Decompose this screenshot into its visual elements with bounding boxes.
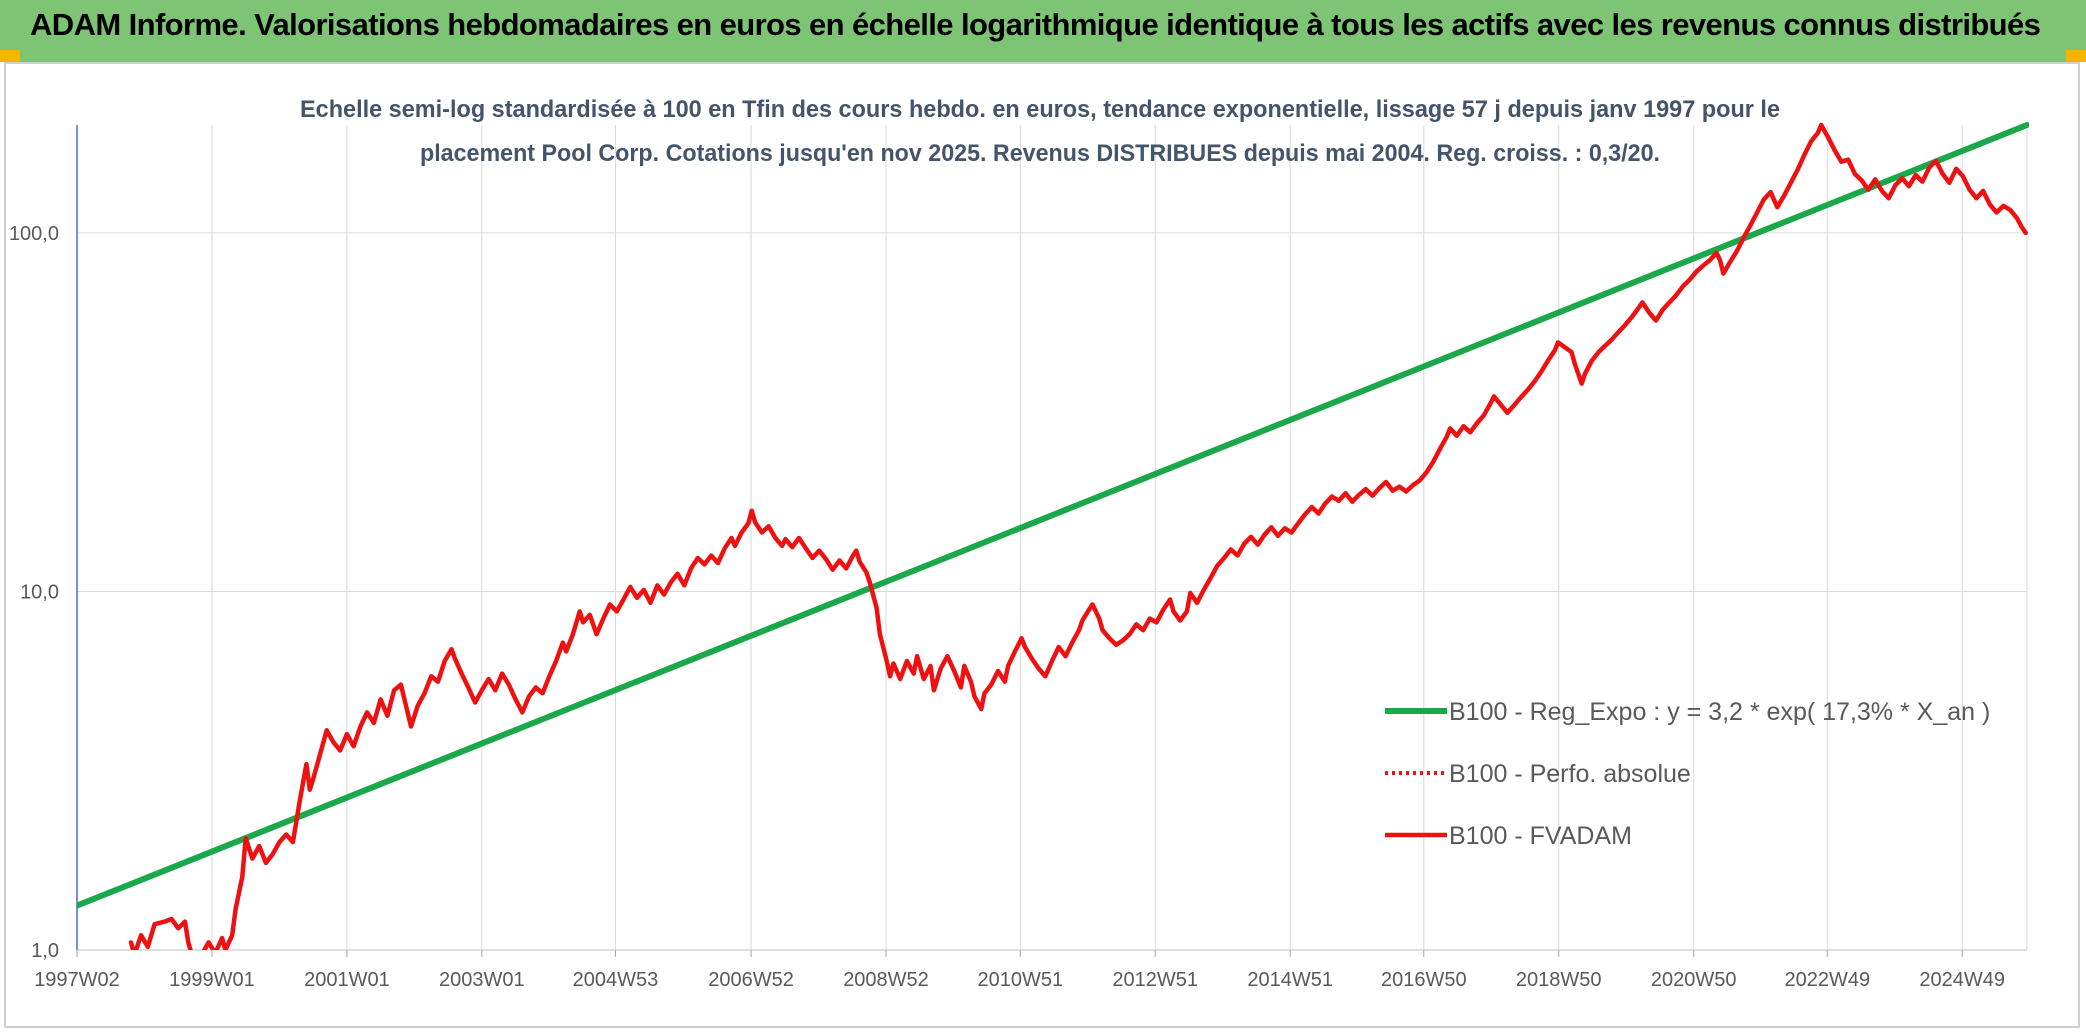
series-line-reg xyxy=(77,122,2029,909)
page-title: ADAM Informe. Valorisations hebdomadaire… xyxy=(30,7,2041,42)
x-tick-label: 2010W51 xyxy=(977,969,1063,991)
x-tick-label: 2014W51 xyxy=(1247,969,1333,991)
x-tick-label: 2016W50 xyxy=(1381,969,1467,991)
corner-marker-top-left xyxy=(0,50,20,62)
legend-label-perfo: B100 - Perfo. absolue xyxy=(1449,760,1691,788)
x-tick-label: 2001W01 xyxy=(304,969,390,991)
legend-label-reg: B100 - Reg_Expo : y = 3,2 * exp( 17,3% *… xyxy=(1449,698,1990,726)
x-tick-label: 2018W50 xyxy=(1516,969,1602,991)
x-tick-label: 2006W52 xyxy=(708,969,794,991)
x-tick-label: 2020W50 xyxy=(1651,969,1737,991)
chart-frame xyxy=(4,62,2080,1028)
chart-title-line: Echelle semi-log standardisée à 100 en T… xyxy=(300,96,1780,123)
x-tick-label: 2008W52 xyxy=(843,969,929,991)
x-tick-label: 2024W49 xyxy=(1919,969,2005,991)
x-tick-label: 1999W01 xyxy=(169,969,255,991)
y-tick-label: 100,0 xyxy=(9,223,59,245)
y-tick-label: 10,0 xyxy=(20,581,59,603)
header-bar xyxy=(0,0,2086,62)
x-tick-label: 2022W49 xyxy=(1784,969,1870,991)
x-tick-label: 2012W51 xyxy=(1112,969,1198,991)
corner-marker-top-right xyxy=(2066,50,2086,62)
legend-label-fvadam: B100 - FVADAM xyxy=(1449,822,1632,850)
x-tick-label: 2003W01 xyxy=(439,969,525,991)
x-tick-label: 1997W02 xyxy=(34,969,120,991)
x-tick-label: 2004W53 xyxy=(573,969,659,991)
series-line-fvadam xyxy=(128,122,2028,950)
y-tick-label: 1,0 xyxy=(31,940,59,962)
chart-title-line: placement Pool Corp. Cotations jusqu'en … xyxy=(420,140,1660,167)
